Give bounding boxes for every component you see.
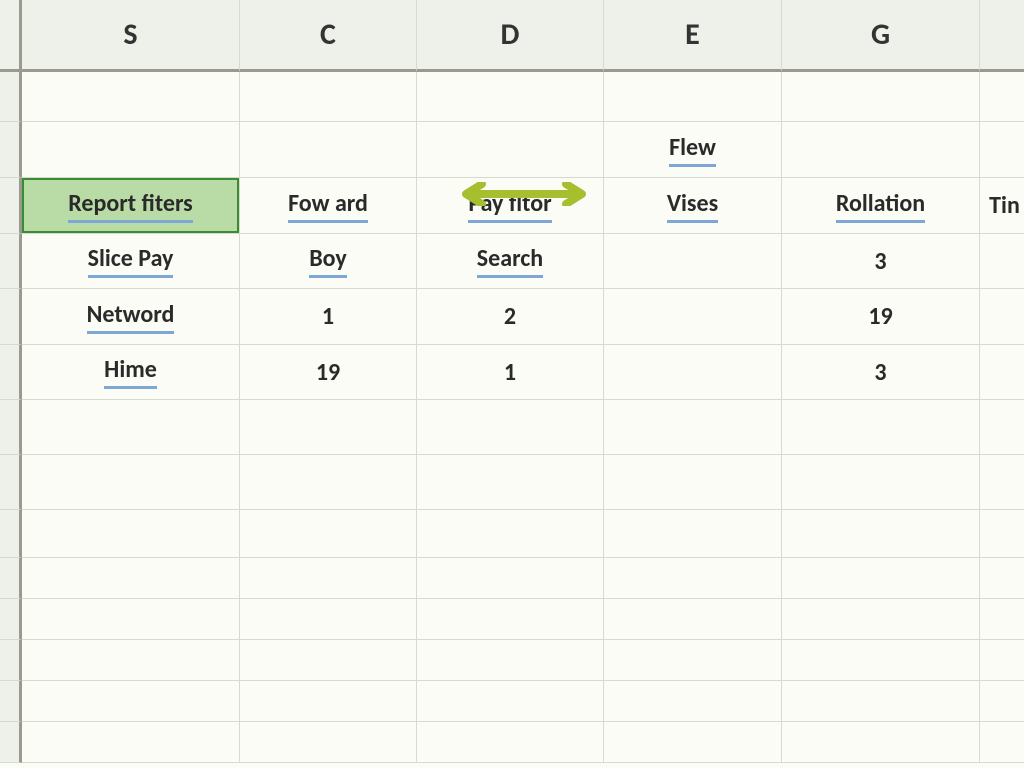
cell-text: Rollation	[836, 189, 925, 223]
cell-g5[interactable]: 3	[782, 234, 980, 289]
cell-text: Slice Pay	[88, 244, 174, 278]
column-header-D[interactable]: D	[417, 0, 604, 72]
column-header-S[interactable]: S	[22, 0, 240, 72]
cell-text: 2	[504, 302, 516, 331]
cell-c4[interactable]: Fow ard	[240, 178, 417, 234]
cell-c7[interactable]: 19	[240, 345, 417, 400]
cell-text: 19	[868, 302, 892, 331]
spreadsheet-grid[interactable]: SCDEG Flew Report fiters Fow ard Pay fltor Vi…	[0, 0, 1024, 763]
cell-text: Vises	[667, 189, 718, 223]
row-header-2[interactable]	[0, 122, 22, 178]
cell-text: Boy	[309, 244, 347, 278]
cell-text: Fow ard	[288, 189, 368, 223]
column-header-G[interactable]: G	[782, 0, 980, 72]
select-all-corner[interactable]	[0, 0, 22, 72]
cell-text: Search	[477, 244, 543, 278]
row-header-5[interactable]	[0, 289, 22, 345]
cell-g4[interactable]: Rollation	[782, 178, 980, 234]
row-header-13[interactable]	[0, 681, 22, 722]
row-header-12[interactable]	[0, 640, 22, 681]
column-header-E[interactable]: E	[604, 0, 782, 72]
row-header-10[interactable]	[0, 558, 22, 599]
cell-text: Report fiters	[68, 189, 193, 223]
cell-s7[interactable]: Hime	[22, 345, 240, 400]
cell-d7[interactable]: 1	[417, 345, 604, 400]
cell-c5[interactable]: Boy	[240, 234, 417, 289]
column-header-[interactable]	[980, 0, 1024, 72]
cell-e4[interactable]: Vises	[604, 178, 782, 234]
cell-d5[interactable]: Search	[417, 234, 604, 289]
cell-s5[interactable]: Slice Pay	[22, 234, 240, 289]
cell-s4[interactable]: Report fiters	[22, 178, 240, 234]
row-header-1[interactable]	[0, 72, 22, 122]
row-header-11[interactable]	[0, 599, 22, 640]
row-header-7[interactable]	[0, 400, 22, 455]
cell-g7[interactable]: 3	[782, 345, 980, 400]
cell-e3[interactable]: Flew	[604, 122, 782, 178]
cell-text: 3	[874, 358, 886, 387]
cell-text: Tin	[989, 191, 1020, 220]
cell-text: Netword	[87, 300, 175, 334]
cell-g6[interactable]: 19	[782, 289, 980, 345]
row-header-3[interactable]	[0, 178, 22, 234]
row-header-9[interactable]	[0, 510, 22, 558]
row-header-8[interactable]	[0, 455, 22, 510]
cell-text: Pay fltor	[468, 189, 551, 223]
column-header-C[interactable]: C	[240, 0, 417, 72]
row-header-14[interactable]	[0, 722, 22, 763]
cell-c6[interactable]: 1	[240, 289, 417, 345]
cell-text: Flew	[669, 133, 716, 167]
cell-text: 3	[874, 247, 886, 276]
row-header-4[interactable]	[0, 234, 22, 289]
cell-s6[interactable]: Netword	[22, 289, 240, 345]
row-header-6[interactable]	[0, 345, 22, 400]
cell-h4[interactable]: Tin	[980, 178, 1024, 234]
cell-d6[interactable]: 2	[417, 289, 604, 345]
cell-text: 1	[504, 358, 516, 387]
cell-text: 1	[322, 302, 334, 331]
cell-text: Hime	[104, 355, 157, 389]
cell-d4[interactable]: Pay fltor	[417, 178, 604, 234]
cell-text: 19	[316, 358, 340, 387]
